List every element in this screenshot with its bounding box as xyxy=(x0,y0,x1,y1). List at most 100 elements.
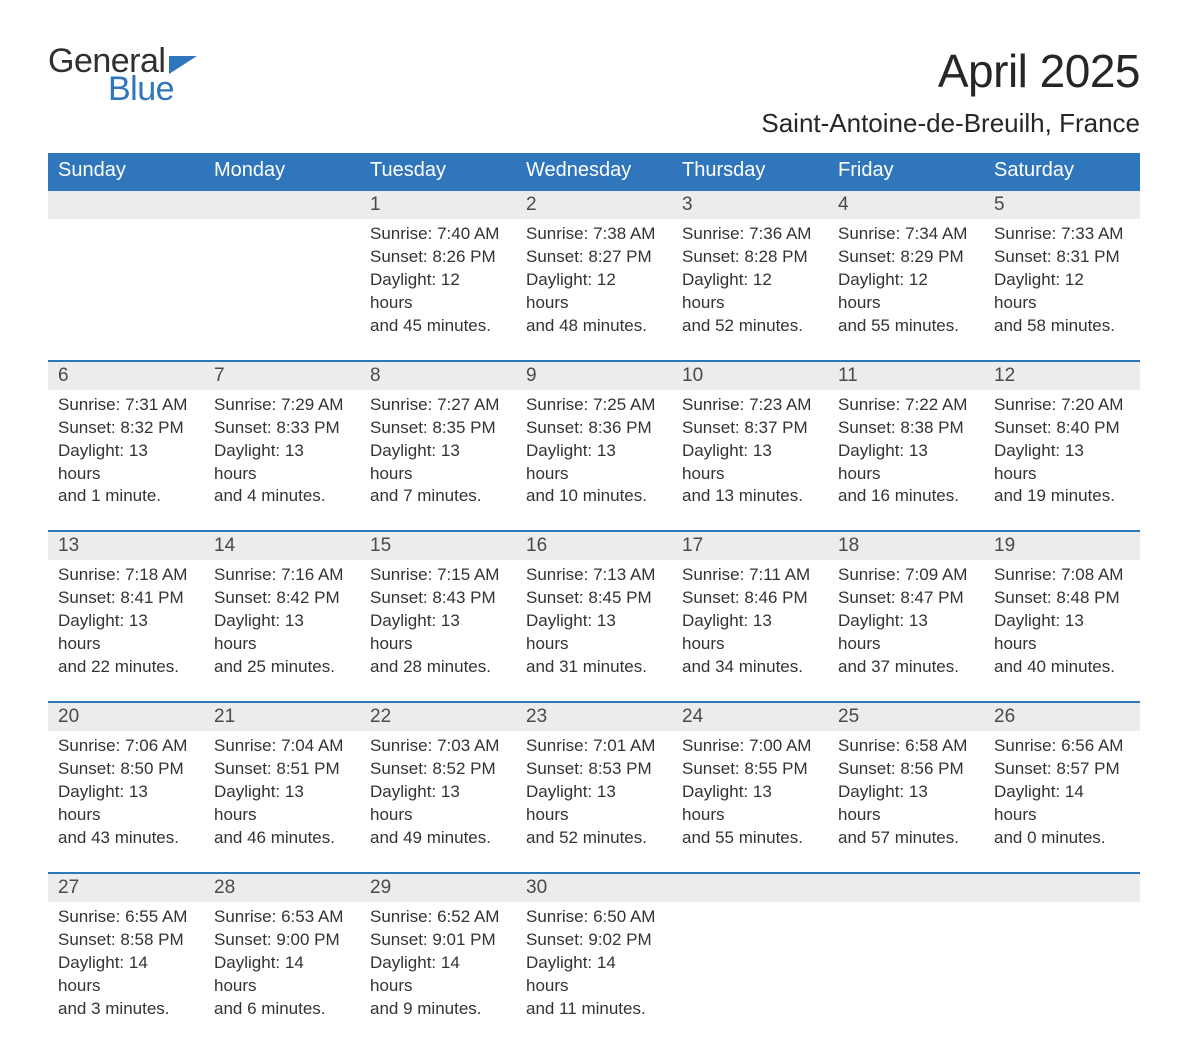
sunset-line: Sunset: 9:02 PM xyxy=(526,929,662,952)
sunrise-line: Sunrise: 7:01 AM xyxy=(526,735,662,758)
sunrise-line: Sunrise: 7:23 AM xyxy=(682,394,818,417)
day-number-cell: 17 xyxy=(672,531,828,560)
sunset-line: Sunset: 8:27 PM xyxy=(526,246,662,269)
daylight-line-1: Daylight: 13 hours xyxy=(58,781,194,827)
sunset-line: Sunset: 8:58 PM xyxy=(58,929,194,952)
sunrise-line: Sunrise: 7:40 AM xyxy=(370,223,506,246)
day-body-cell: Sunrise: 7:22 AMSunset: 8:38 PMDaylight:… xyxy=(828,390,984,532)
day-body-cell: Sunrise: 6:56 AMSunset: 8:57 PMDaylight:… xyxy=(984,731,1140,873)
day-number-row: 27282930 xyxy=(48,873,1140,902)
month-title: April 2025 xyxy=(761,44,1140,98)
day-body-row: Sunrise: 7:40 AMSunset: 8:26 PMDaylight:… xyxy=(48,219,1140,361)
day-body-cell: Sunrise: 6:50 AMSunset: 9:02 PMDaylight:… xyxy=(516,902,672,1042)
day-number-cell: 23 xyxy=(516,702,672,731)
sunrise-line: Sunrise: 7:09 AM xyxy=(838,564,974,587)
sunrise-line: Sunrise: 7:38 AM xyxy=(526,223,662,246)
daylight-line-1: Daylight: 12 hours xyxy=(994,269,1130,315)
day-number-cell: 1 xyxy=(360,190,516,219)
weekday-header: Thursday xyxy=(672,153,828,190)
daylight-line-2: and 1 minute. xyxy=(58,485,194,508)
daylight-line-1: Daylight: 13 hours xyxy=(682,440,818,486)
day-number-cell: 25 xyxy=(828,702,984,731)
daylight-line-2: and 19 minutes. xyxy=(994,485,1130,508)
sunset-line: Sunset: 8:48 PM xyxy=(994,587,1130,610)
day-number-cell: 3 xyxy=(672,190,828,219)
page-header: General Blue April 2025 Saint-Antoine-de… xyxy=(48,44,1140,139)
sunset-line: Sunset: 8:38 PM xyxy=(838,417,974,440)
daylight-line-2: and 57 minutes. xyxy=(838,827,974,850)
daylight-line-1: Daylight: 13 hours xyxy=(838,440,974,486)
day-body-cell: Sunrise: 7:09 AMSunset: 8:47 PMDaylight:… xyxy=(828,560,984,702)
sunrise-line: Sunrise: 7:03 AM xyxy=(370,735,506,758)
daylight-line-1: Daylight: 13 hours xyxy=(838,610,974,656)
day-body-row: Sunrise: 7:18 AMSunset: 8:41 PM Daylight:… xyxy=(48,560,1140,702)
day-body-cell: Sunrise: 7:00 AMSunset: 8:55 PMDaylight:… xyxy=(672,731,828,873)
daylight-line-2: and 43 minutes. xyxy=(58,827,194,850)
daylight-line-1: Daylight: 14 hours xyxy=(526,952,662,998)
daylight-line-1: Daylight: 12 hours xyxy=(838,269,974,315)
sunrise-line: Sunrise: 6:50 AM xyxy=(526,906,662,929)
day-body-row: Sunrise: 6:55 AMSunset: 8:58 PM Daylight:… xyxy=(48,902,1140,1042)
day-number-cell xyxy=(204,190,360,219)
day-number-cell: 28 xyxy=(204,873,360,902)
day-body-cell: Sunrise: 7:13 AMSunset: 8:45 PMDaylight:… xyxy=(516,560,672,702)
sunrise-line: Sunrise: 6:58 AM xyxy=(838,735,974,758)
sunset-line: Sunset: 8:29 PM xyxy=(838,246,974,269)
daylight-line-2: and 0 minutes. xyxy=(994,827,1130,850)
sunrise-line: Sunrise: 7:06 AM xyxy=(58,735,194,758)
daylight-line-1: Daylight: 12 hours xyxy=(370,269,506,315)
sunset-line: Sunset: 8:42 PM xyxy=(214,587,350,610)
day-number-row: 13141516171819 xyxy=(48,531,1140,560)
daylight-line-1: Daylight: 13 hours xyxy=(370,440,506,486)
sunset-line: Sunset: 9:00 PM xyxy=(214,929,350,952)
daylight-line-1: Daylight: 13 hours xyxy=(214,781,350,827)
sunset-line: Sunset: 9:01 PM xyxy=(370,929,506,952)
sunset-line: Sunset: 8:55 PM xyxy=(682,758,818,781)
daylight-line-1: Daylight: 13 hours xyxy=(838,781,974,827)
daylight-line-2: and 4 minutes. xyxy=(214,485,350,508)
day-body-cell: Sunrise: 7:11 AMSunset: 8:46 PMDaylight:… xyxy=(672,560,828,702)
sunset-line: Sunset: 8:35 PM xyxy=(370,417,506,440)
daylight-line-1: Daylight: 13 hours xyxy=(682,610,818,656)
daylight-line-1: Daylight: 12 hours xyxy=(682,269,818,315)
sunrise-line: Sunrise: 7:16 AM xyxy=(214,564,350,587)
day-body-cell: Sunrise: 7:01 AMSunset: 8:53 PMDaylight:… xyxy=(516,731,672,873)
day-number-row: 6789101112 xyxy=(48,361,1140,390)
daylight-line-2: and 25 minutes. xyxy=(214,656,350,679)
daylight-line-2: and 45 minutes. xyxy=(370,315,506,338)
sunrise-line: Sunrise: 6:55 AM xyxy=(58,906,194,929)
day-body-cell: Sunrise: 7:23 AMSunset: 8:37 PMDaylight:… xyxy=(672,390,828,532)
day-number-cell: 22 xyxy=(360,702,516,731)
day-number-cell: 2 xyxy=(516,190,672,219)
daylight-line-2: and 34 minutes. xyxy=(682,656,818,679)
daylight-line-1: Daylight: 13 hours xyxy=(682,781,818,827)
day-body-cell: Sunrise: 7:03 AMSunset: 8:52 PMDaylight:… xyxy=(360,731,516,873)
sunrise-line: Sunrise: 7:34 AM xyxy=(838,223,974,246)
weekday-header: Tuesday xyxy=(360,153,516,190)
daylight-line-2: and 52 minutes. xyxy=(526,827,662,850)
sunrise-line: Sunrise: 7:18 AM xyxy=(58,564,194,587)
day-body-cell: Sunrise: 7:36 AMSunset: 8:28 PMDaylight:… xyxy=(672,219,828,361)
sunset-line: Sunset: 8:33 PM xyxy=(214,417,350,440)
day-body-cell xyxy=(48,219,204,361)
day-number-cell: 14 xyxy=(204,531,360,560)
sunset-line: Sunset: 8:41 PM xyxy=(58,587,194,610)
daylight-line-2: and 16 minutes. xyxy=(838,485,974,508)
weekday-header: Friday xyxy=(828,153,984,190)
day-number-cell: 24 xyxy=(672,702,828,731)
daylight-line-2: and 46 minutes. xyxy=(214,827,350,850)
day-number-cell xyxy=(48,190,204,219)
day-body-cell: Sunrise: 7:40 AMSunset: 8:26 PMDaylight:… xyxy=(360,219,516,361)
day-body-cell: Sunrise: 7:15 AMSunset: 8:43 PMDaylight:… xyxy=(360,560,516,702)
day-body-cell: Sunrise: 7:06 AMSunset: 8:50 PMDaylight:… xyxy=(48,731,204,873)
daylight-line-2: and 40 minutes. xyxy=(994,656,1130,679)
day-number-cell: 16 xyxy=(516,531,672,560)
day-body-cell: Sunrise: 6:55 AMSunset: 8:58 PMDaylight:… xyxy=(48,902,204,1042)
daylight-line-2: and 6 minutes. xyxy=(214,998,350,1021)
day-body-cell: Sunrise: 7:34 AMSunset: 8:29 PMDaylight:… xyxy=(828,219,984,361)
day-body-cell: Sunrise: 7:08 AMSunset: 8:48 PMDaylight:… xyxy=(984,560,1140,702)
day-number-cell: 11 xyxy=(828,361,984,390)
daylight-line-2: and 28 minutes. xyxy=(370,656,506,679)
calendar-table: Sunday Monday Tuesday Wednesday Thursday… xyxy=(48,153,1140,1042)
daylight-line-1: Daylight: 13 hours xyxy=(526,610,662,656)
